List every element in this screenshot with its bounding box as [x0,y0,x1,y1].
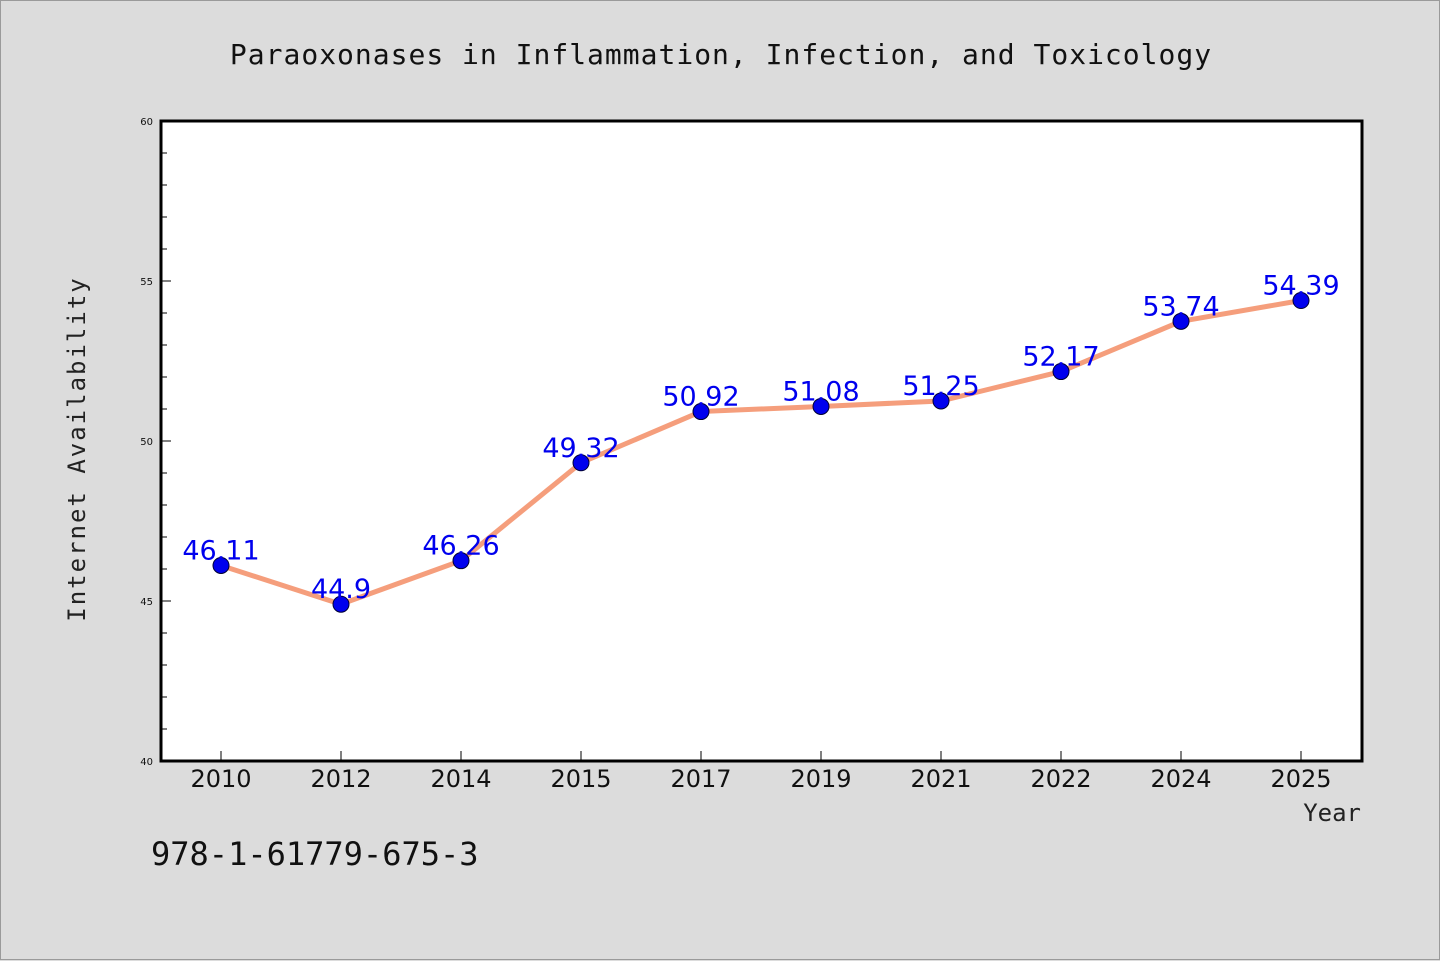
y-axis: 40 45 50 55 60 [140,117,171,768]
data-point [812,397,830,415]
y-axis-label: Internet Availability [63,276,91,621]
x-tick-label: 2010 [190,765,251,793]
x-tick-label: 2022 [1030,765,1091,793]
data-label: 54.39 [1262,271,1339,302]
chart-title: Paraoxonases in Inflammation, Infection,… [230,38,1212,71]
data-label: 53.74 [1142,291,1219,322]
x-tick-label: 2017 [670,765,731,793]
data-point [212,556,230,574]
data-label: 50.92 [662,382,739,413]
data-point [1172,312,1190,330]
data-label: 49.32 [542,433,619,464]
data-label: 46.11 [182,535,259,566]
y-tick-label: 60 [140,117,153,128]
data-point [692,403,710,421]
data-label: 46.26 [422,531,499,562]
data-point [332,595,350,613]
x-tick-label: 2012 [310,765,371,793]
data-point [1292,292,1310,310]
data-point [452,552,470,570]
data-label: 52.17 [1022,342,1099,373]
x-tick-label: 2024 [1150,765,1211,793]
y-tick-label: 40 [140,757,153,768]
data-label: 51.08 [782,376,859,407]
data-label: 51.25 [902,371,979,402]
series-group: 46.11 44.9 46.26 49.32 50.92 51.08 51.25 52.17 5… [182,271,1340,613]
x-axis: 2010 2012 2014 2015 2017 2019 2021 2022 2024 2025 [190,751,1332,793]
data-point [572,454,590,472]
x-axis-label: Year [1303,799,1361,827]
series-line [218,298,1304,607]
y-tick-label: 45 [140,597,153,608]
plot-area [159,119,1364,763]
data-label: 44.9 [311,574,371,605]
isbn-footnote: 978-1-61779-675-3 [151,835,479,873]
x-tick-label: 2025 [1270,765,1331,793]
data-point [1052,363,1070,381]
data-point [932,392,950,410]
x-tick-label: 2015 [550,765,611,793]
y-tick-label: 50 [140,437,153,448]
x-tick-label: 2019 [790,765,851,793]
x-tick-label: 2014 [430,765,491,793]
y-tick-label: 55 [140,277,153,288]
x-tick-label: 2021 [910,765,971,793]
